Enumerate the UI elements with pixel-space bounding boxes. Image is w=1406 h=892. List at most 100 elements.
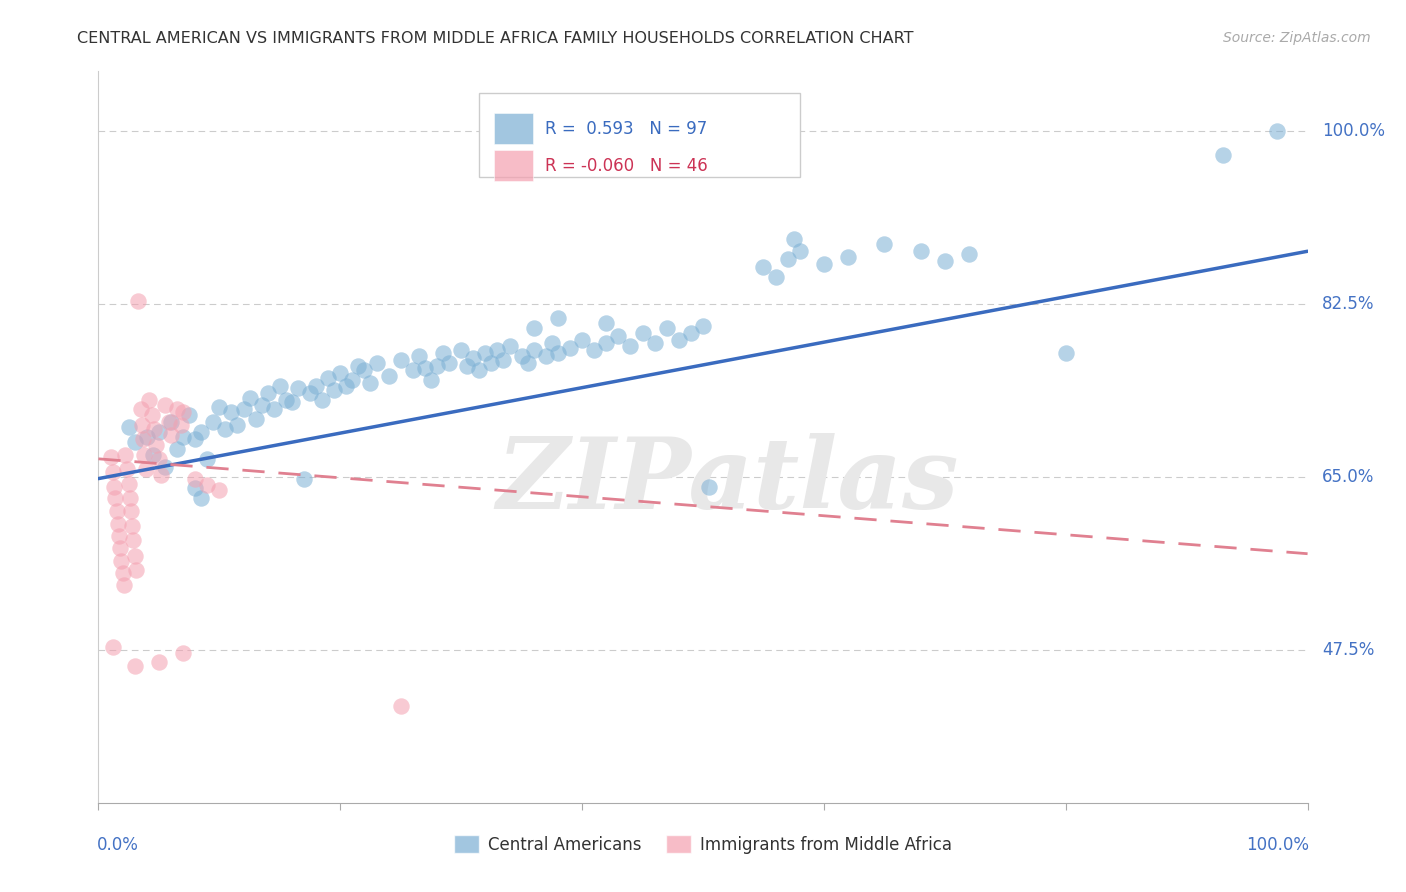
Point xyxy=(287,381,309,395)
Point xyxy=(274,392,297,407)
Point xyxy=(813,257,835,271)
Point xyxy=(117,461,139,475)
Point xyxy=(160,428,183,442)
Text: Source: ZipAtlas.com: Source: ZipAtlas.com xyxy=(1223,31,1371,45)
Point xyxy=(432,346,454,360)
Point xyxy=(202,415,225,429)
Point xyxy=(347,359,370,373)
Point xyxy=(389,698,412,713)
Point xyxy=(789,244,811,259)
Point xyxy=(583,343,606,357)
Point xyxy=(135,430,157,444)
Point xyxy=(107,517,129,532)
Text: CENTRAL AMERICAN VS IMMIGRANTS FROM MIDDLE AFRICA FAMILY HOUSEHOLDS CORRELATION : CENTRAL AMERICAN VS IMMIGRANTS FROM MIDD… xyxy=(77,31,914,46)
Point xyxy=(873,237,896,252)
Point xyxy=(619,339,641,353)
Point xyxy=(389,353,412,368)
Point xyxy=(127,293,149,308)
Point xyxy=(463,351,485,365)
Point xyxy=(474,346,496,360)
Point xyxy=(124,435,146,450)
Point xyxy=(141,409,163,423)
Point xyxy=(408,349,430,363)
Point xyxy=(305,378,328,392)
Point xyxy=(1267,123,1289,137)
Point xyxy=(172,405,194,419)
Point xyxy=(108,529,131,543)
Point xyxy=(245,412,267,426)
Point xyxy=(534,349,557,363)
Point xyxy=(765,269,787,284)
Point xyxy=(256,385,278,400)
Point xyxy=(498,339,520,353)
Point xyxy=(108,541,131,555)
Point xyxy=(232,402,254,417)
Point xyxy=(101,640,124,654)
Point xyxy=(184,432,207,446)
Point xyxy=(120,504,142,518)
Point xyxy=(595,336,617,351)
Point xyxy=(153,459,176,474)
Point xyxy=(910,244,932,259)
Point xyxy=(150,467,173,482)
Point xyxy=(547,311,569,326)
Point xyxy=(377,368,399,383)
Point xyxy=(655,321,678,335)
Text: 0.0%: 0.0% xyxy=(97,836,139,854)
Point xyxy=(776,252,799,267)
Point xyxy=(160,415,183,429)
Point xyxy=(111,566,134,581)
Point xyxy=(239,391,262,405)
Point xyxy=(184,472,207,486)
Point xyxy=(413,360,436,375)
Point xyxy=(208,483,231,498)
Point xyxy=(1054,346,1077,360)
Point xyxy=(697,479,720,493)
Point xyxy=(148,656,170,670)
Point xyxy=(957,247,980,261)
Point xyxy=(607,329,630,343)
Point xyxy=(214,422,236,436)
Text: 65.0%: 65.0% xyxy=(1322,467,1375,485)
Point xyxy=(118,476,141,491)
Point xyxy=(148,425,170,439)
Point xyxy=(104,491,127,506)
Point xyxy=(316,371,339,385)
Point xyxy=(145,438,167,452)
Point xyxy=(190,425,212,439)
Point xyxy=(101,465,124,479)
Point xyxy=(595,317,617,331)
Point xyxy=(172,430,194,444)
Point xyxy=(335,378,357,392)
Point xyxy=(195,451,218,466)
Point xyxy=(631,326,654,341)
Point xyxy=(492,353,515,368)
Text: 100.0%: 100.0% xyxy=(1246,836,1309,854)
Point xyxy=(311,392,333,407)
Point xyxy=(468,363,491,377)
Point xyxy=(179,409,201,423)
Point xyxy=(184,482,207,496)
Point xyxy=(143,422,166,436)
Point xyxy=(366,356,388,370)
Point xyxy=(510,349,533,363)
Point xyxy=(540,336,562,351)
Legend: Central Americans, Immigrants from Middle Africa: Central Americans, Immigrants from Middl… xyxy=(447,829,959,860)
Point xyxy=(547,346,569,360)
Point xyxy=(166,402,188,417)
Point xyxy=(138,392,160,407)
Point xyxy=(353,363,375,377)
Point xyxy=(281,395,304,409)
Point xyxy=(644,336,666,351)
Point xyxy=(129,402,152,417)
Point xyxy=(134,448,156,462)
Point xyxy=(100,450,122,464)
Point xyxy=(323,383,346,397)
FancyBboxPatch shape xyxy=(494,150,533,181)
Point xyxy=(752,260,775,274)
Text: 47.5%: 47.5% xyxy=(1322,640,1375,658)
Point xyxy=(124,549,146,563)
Point xyxy=(299,385,322,400)
Point xyxy=(105,504,128,518)
Point xyxy=(122,533,145,547)
